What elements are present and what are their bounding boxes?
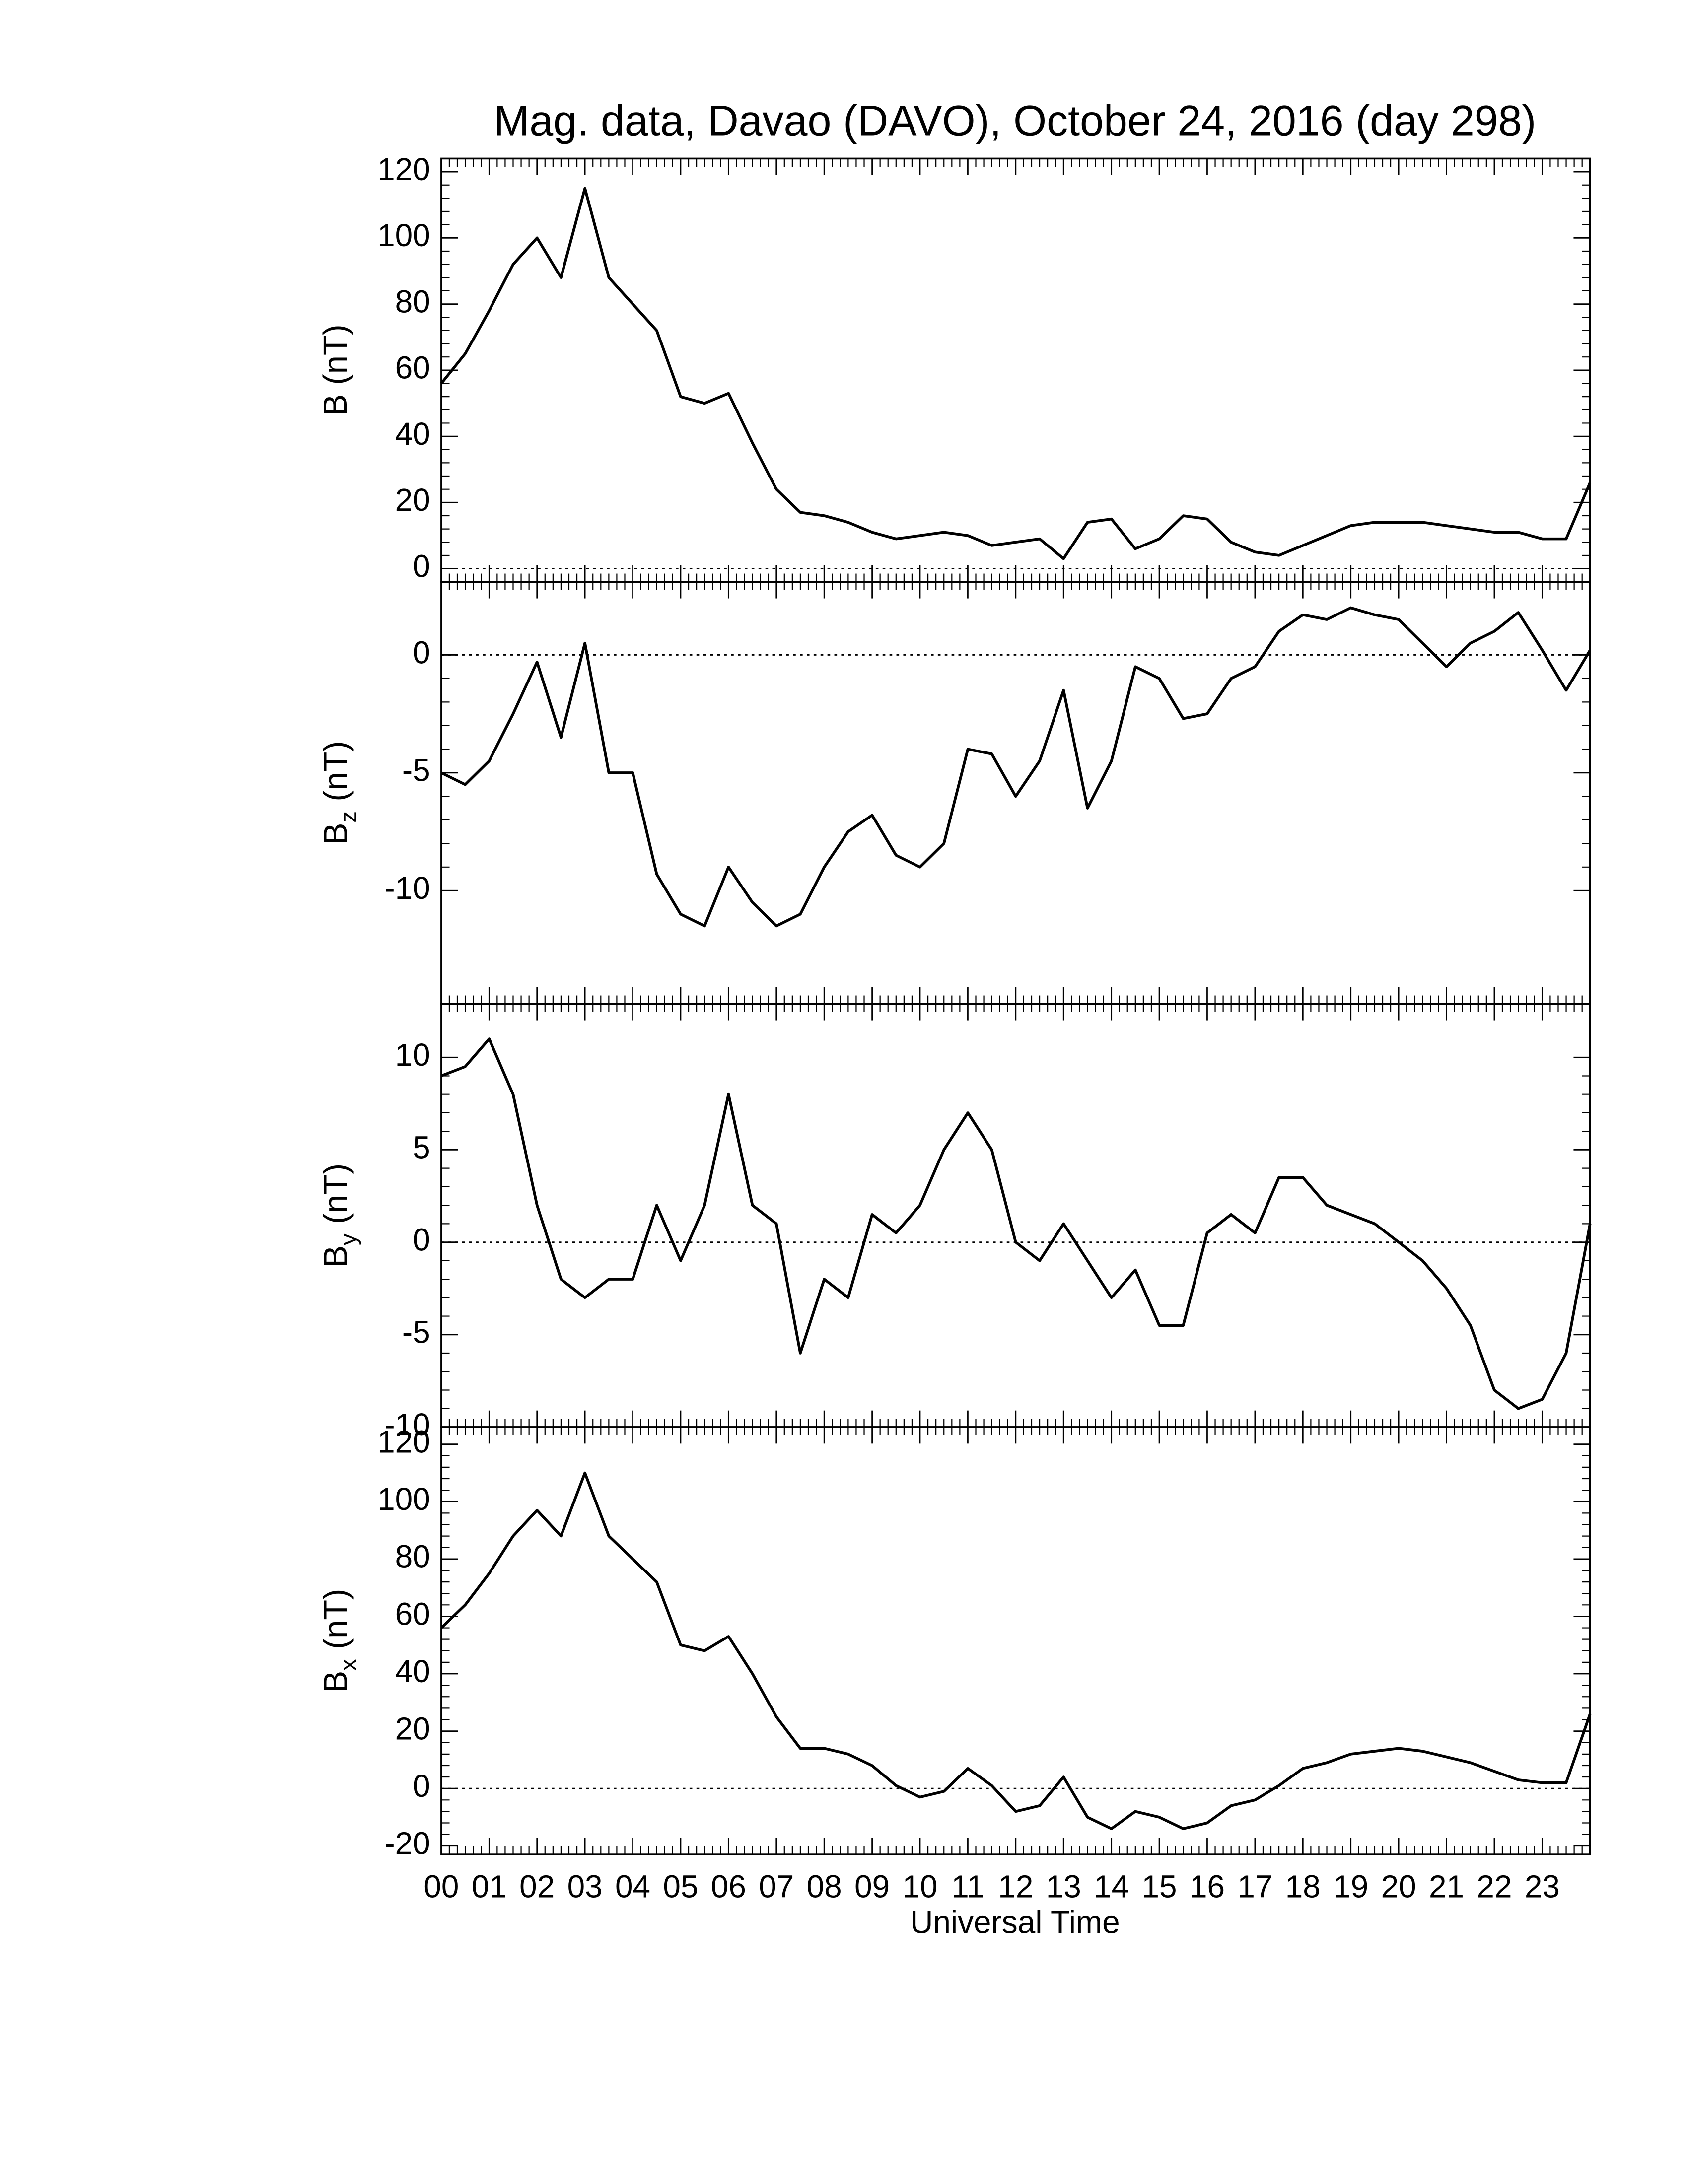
x-tick-label: 01 [472, 1868, 507, 1904]
x-tick-label: 02 [519, 1868, 555, 1904]
x-tick-label: 05 [663, 1868, 698, 1904]
x-tick-label: 20 [1381, 1868, 1416, 1904]
x-tick-label: 15 [1142, 1868, 1177, 1904]
y-label-symbol: B [317, 1671, 354, 1693]
y-label-symbol: B [317, 1245, 354, 1267]
x-tick-label: 23 [1525, 1868, 1560, 1904]
data-line [440, 1037, 1592, 1410]
x-tick-label: 12 [998, 1868, 1033, 1904]
y-tick-label: 0 [413, 1768, 430, 1804]
x-tick-label: 06 [711, 1868, 746, 1904]
y-tick-label: 100 [377, 217, 430, 253]
x-tick-label: 18 [1285, 1868, 1321, 1904]
y-tick-label: -5 [402, 1314, 430, 1350]
x-tick-label: 07 [759, 1868, 794, 1904]
y-tick-label: 100 [377, 1481, 430, 1517]
x-tick-label: 14 [1094, 1868, 1129, 1904]
y-tick-label: 5 [413, 1129, 430, 1165]
y-tick-label: 40 [395, 416, 430, 452]
x-tick-label: 19 [1333, 1868, 1368, 1904]
y-tick-label: 60 [395, 1596, 430, 1632]
x-tick-label: 08 [807, 1868, 842, 1904]
x-tick-label: 04 [615, 1868, 650, 1904]
y-tick-label: 80 [395, 283, 430, 319]
y-tick-label: -20 [384, 1826, 430, 1861]
y-label-subscript: z [336, 811, 362, 823]
y-tick-label: 20 [395, 482, 430, 518]
y-label-unit: (nT) [317, 1163, 354, 1224]
y-axis-label: Bz (nT) [317, 741, 362, 845]
y-axis-label: B (nT) [317, 324, 354, 416]
y-label-subscript: x [336, 1659, 362, 1671]
y-axis-label: By (nT) [317, 1163, 362, 1268]
y-tick-label: -10 [384, 870, 430, 906]
y-tick-label: 0 [413, 1222, 430, 1257]
y-label-subscript: y [336, 1233, 362, 1245]
x-tick-label: 10 [902, 1868, 937, 1904]
x-axis-label: Universal Time [910, 1905, 1120, 1940]
data-line [440, 1471, 1592, 1830]
y-label-unit: (nT) [317, 741, 354, 801]
x-tick-label: 22 [1477, 1868, 1512, 1904]
chart-title: Mag. data, Davao (DAVO), October 24, 201… [494, 97, 1537, 145]
x-tick-label: 11 [951, 1868, 984, 1904]
x-tick-label: 17 [1237, 1868, 1272, 1904]
y-tick-label: 40 [395, 1653, 430, 1689]
y-tick-label: 120 [377, 1424, 430, 1460]
y-tick-label: 60 [395, 350, 430, 386]
data-line [440, 606, 1592, 928]
y-tick-label: -10 [384, 1407, 430, 1442]
y-tick-label: 120 [377, 151, 430, 187]
y-tick-label: -5 [402, 752, 430, 788]
y-tick-label: 20 [395, 1710, 430, 1746]
x-tick-label: 03 [567, 1868, 603, 1904]
x-tick-label: 16 [1190, 1868, 1225, 1904]
y-tick-label: 10 [395, 1037, 430, 1073]
x-tick-label: 00 [423, 1868, 459, 1904]
x-tick-label: 13 [1046, 1868, 1081, 1904]
y-label-unit: (nT) [317, 1589, 354, 1649]
y-tick-label: 0 [413, 548, 430, 584]
y-label-symbol: B [317, 823, 354, 845]
y-tick-label: 0 [413, 634, 430, 670]
x-tick-label: 09 [854, 1868, 890, 1904]
y-tick-label: 80 [395, 1539, 430, 1574]
data-line [440, 187, 1592, 560]
y-axis-label: Bx (nT) [317, 1589, 362, 1693]
x-tick-label: 21 [1429, 1868, 1464, 1904]
